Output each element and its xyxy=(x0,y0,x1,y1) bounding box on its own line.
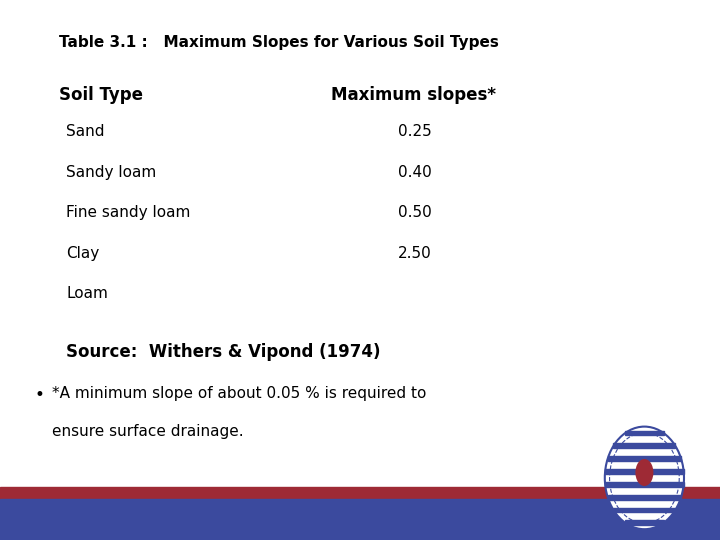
Text: 2.50: 2.50 xyxy=(398,246,432,261)
Text: Source:  Withers & Vipond (1974): Source: Withers & Vipond (1974) xyxy=(66,343,381,361)
Text: Loam: Loam xyxy=(66,286,108,301)
Text: Table 3.1 :   Maximum Slopes for Various Soil Types: Table 3.1 : Maximum Slopes for Various S… xyxy=(59,35,499,50)
Text: Maximum slopes*: Maximum slopes* xyxy=(331,86,496,104)
Text: Fine sandy loam: Fine sandy loam xyxy=(66,205,191,220)
Text: Soil Type: Soil Type xyxy=(59,86,143,104)
Text: ensure surface drainage.: ensure surface drainage. xyxy=(52,424,243,439)
Text: Sandy loam: Sandy loam xyxy=(66,165,156,180)
Text: 0.40: 0.40 xyxy=(398,165,432,180)
Text: •: • xyxy=(35,386,45,404)
Text: Clay: Clay xyxy=(66,246,99,261)
Text: *A minimum slope of about 0.05 % is required to: *A minimum slope of about 0.05 % is requ… xyxy=(52,386,426,401)
Text: 0.50: 0.50 xyxy=(398,205,432,220)
Text: Sand: Sand xyxy=(66,124,104,139)
Text: 0.25: 0.25 xyxy=(398,124,432,139)
